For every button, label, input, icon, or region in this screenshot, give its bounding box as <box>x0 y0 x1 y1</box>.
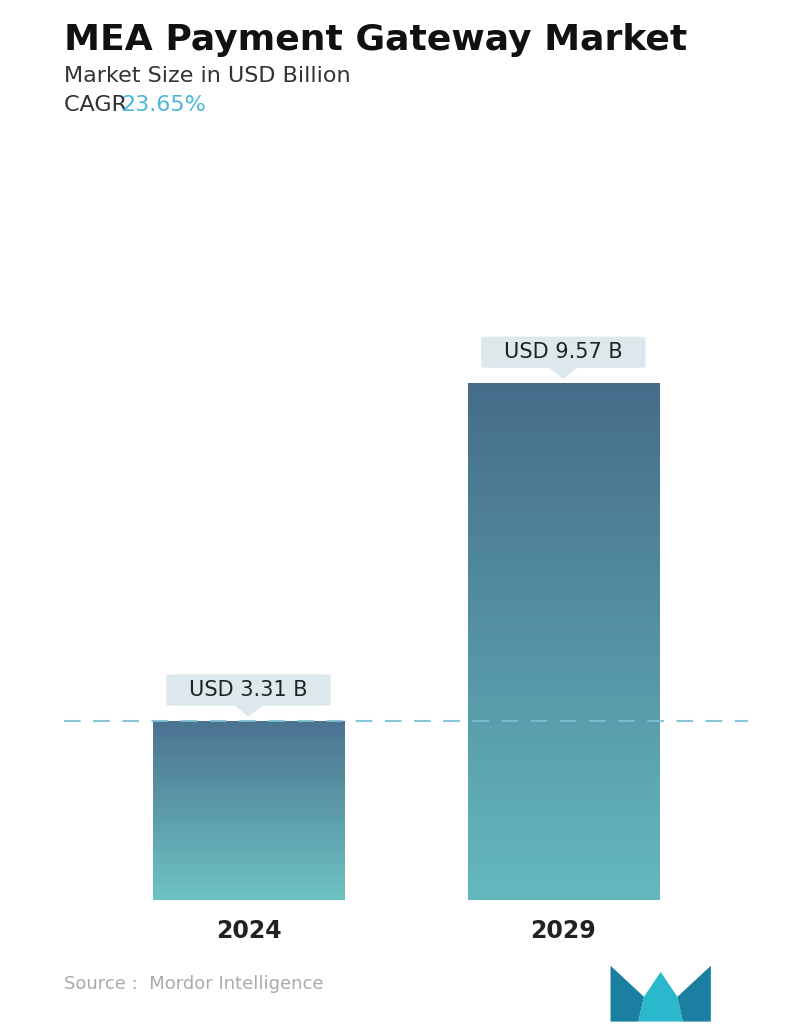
Text: USD 3.31 B: USD 3.31 B <box>189 680 308 700</box>
Text: 23.65%: 23.65% <box>121 95 206 115</box>
Polygon shape <box>611 966 644 1022</box>
Text: USD 9.57 B: USD 9.57 B <box>504 342 622 362</box>
FancyBboxPatch shape <box>482 337 646 368</box>
Text: Market Size in USD Billion: Market Size in USD Billion <box>64 66 350 86</box>
Polygon shape <box>233 705 263 717</box>
Text: CAGR: CAGR <box>64 95 134 115</box>
FancyBboxPatch shape <box>166 674 330 705</box>
Text: Source :  Mordor Intelligence: Source : Mordor Intelligence <box>64 975 323 993</box>
Polygon shape <box>677 966 711 1022</box>
Polygon shape <box>548 367 579 379</box>
Polygon shape <box>638 972 683 1022</box>
Text: MEA Payment Gateway Market: MEA Payment Gateway Market <box>64 23 687 57</box>
